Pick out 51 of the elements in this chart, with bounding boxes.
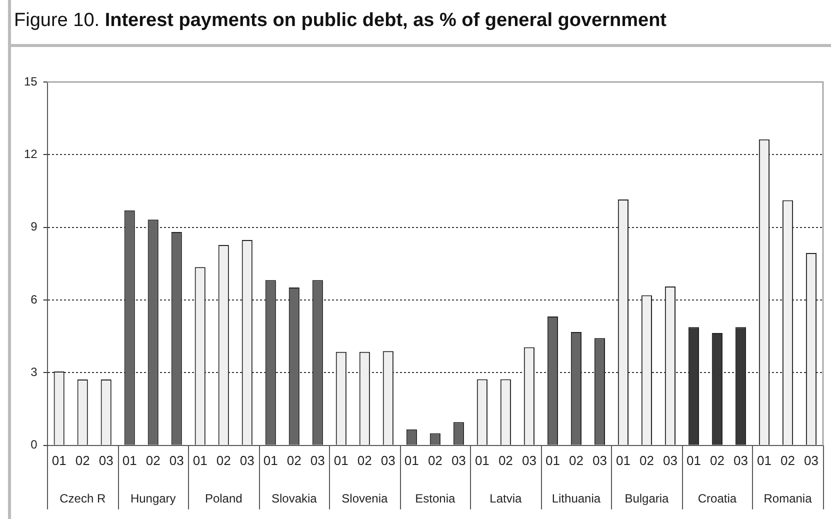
x-tick-label: 03 [98, 452, 114, 468]
x-tick-label: 03 [662, 452, 678, 468]
x-tick-label: 02 [286, 452, 302, 468]
text: Slovenia [342, 492, 388, 506]
y-tick-label: 6 [30, 292, 38, 306]
text: Lithuania [552, 492, 601, 506]
x-tick-label: 03 [451, 452, 466, 468]
x-tick-label: 02 [75, 452, 90, 468]
x-tick-label: 01 [52, 452, 66, 468]
text: Czech R [60, 492, 106, 506]
x-tick-label: 01 [757, 452, 772, 468]
x-tick-label: 01 [334, 452, 348, 468]
text: Bulgaria [624, 492, 670, 506]
y-tick-label: 3 [30, 365, 38, 380]
text: Hungary [130, 492, 176, 506]
x-tick-label: 02 [357, 452, 372, 468]
x-tick-label: 03 [804, 452, 818, 468]
x-tick-label: 02 [568, 452, 584, 468]
y-tick-label: 12 [24, 146, 38, 161]
text: Romania [764, 492, 812, 506]
x-tick-label: 02 [498, 452, 513, 468]
x-tick-label: 01 [474, 452, 490, 468]
text: Slovakia [271, 492, 318, 506]
chart-title: Figure 10. Interest payments on public debt, as % of general government [14, 10, 666, 31]
x-tick-label: 03 [169, 452, 184, 468]
x-tick-label: 03 [310, 452, 325, 468]
y-tick-label: 15 [24, 74, 38, 88]
x-tick-label: 02 [780, 452, 795, 468]
x-tick-label: 03 [240, 452, 254, 468]
text: Estonia [415, 492, 456, 506]
text: Croatia [698, 492, 737, 506]
x-tick-label: 01 [616, 452, 630, 468]
x-tick-label: 03 [522, 452, 536, 468]
text: Poland [204, 492, 242, 506]
x-tick-label: 01 [192, 452, 208, 468]
x-tick-label: 02 [216, 452, 231, 468]
x-tick-label: 02 [146, 452, 160, 468]
x-tick-label: 02 [710, 452, 724, 468]
y-tick-label: 9 [30, 220, 38, 234]
x-tick-label: 01 [686, 452, 701, 468]
x-tick-label: 01 [263, 452, 278, 468]
x-tick-label: 02 [428, 452, 442, 468]
x-tick-label: 02 [639, 452, 654, 468]
x-tick-label: 03 [592, 452, 607, 468]
x-tick-label: 01 [122, 452, 137, 468]
x-tick-label: 03 [380, 452, 396, 468]
x-tick-label: 01 [545, 452, 560, 468]
x-tick-label: 01 [404, 452, 419, 468]
y-tick-label: 0 [30, 438, 38, 452]
text: Latvia [490, 492, 522, 506]
x-tick-label: 03 [734, 452, 748, 468]
